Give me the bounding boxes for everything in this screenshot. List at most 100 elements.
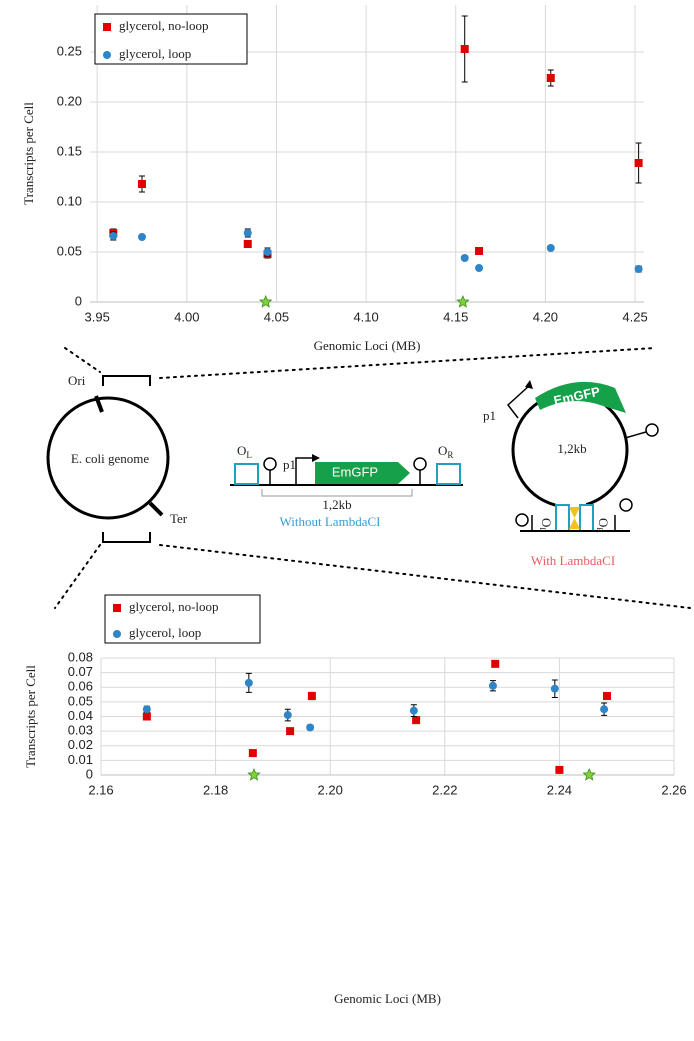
point — [491, 660, 499, 668]
point — [461, 45, 469, 53]
caption: Without LambdaCI — [280, 514, 381, 529]
x-tick-label: 4.25 — [622, 309, 647, 324]
x-tick-label: 4.20 — [533, 309, 558, 324]
y-tick-label: 0.05 — [68, 693, 93, 708]
size-label: 1,2kb — [557, 441, 586, 456]
genome-diagram: Ori E. coli genome Ter — [48, 373, 188, 542]
point — [263, 248, 271, 256]
point — [109, 232, 117, 240]
y-tick-label: 0.06 — [68, 679, 93, 694]
point — [600, 705, 608, 713]
point — [635, 265, 643, 273]
size-label: 1,2kb — [322, 497, 351, 512]
looped-construct: EmGFP p1 1,2kb OL OR With LambdaCI — [483, 380, 658, 568]
linear-construct: EmGFP p1 OL OR 1,2kb Without LambdaCI — [230, 443, 463, 529]
zoom-line — [55, 545, 100, 608]
y-tick-label: 0 — [75, 293, 82, 308]
point — [489, 682, 497, 690]
x-axis-title: Genomic Loci (MB) — [314, 338, 421, 353]
promoter-arrow — [312, 454, 320, 462]
y-tick-label: 0.08 — [68, 649, 93, 664]
gene-label: EmGFP — [332, 464, 378, 479]
operator-box — [235, 464, 258, 484]
operator-text: O — [539, 518, 554, 527]
y-tick-label: 0.20 — [57, 93, 82, 108]
y-tick-label: 0.15 — [57, 143, 82, 158]
point — [244, 229, 252, 237]
operator-label: OL — [237, 443, 252, 460]
operator-label: OR — [438, 443, 453, 460]
x-axis-title: Genomic Loci (MB) — [334, 991, 441, 1006]
size-bracket — [262, 489, 412, 496]
y-axis-title: Transcripts per Cell — [21, 102, 36, 205]
point — [547, 74, 555, 82]
point — [635, 159, 643, 167]
y-tick-label: 0.05 — [57, 243, 82, 258]
x-tick-label: 2.16 — [88, 782, 113, 797]
point — [244, 240, 252, 248]
operator-box — [437, 464, 460, 484]
x-tick-label: 2.20 — [318, 782, 343, 797]
point — [475, 264, 483, 272]
promoter-label: p1 — [283, 457, 296, 472]
terminator — [264, 458, 276, 470]
y-tick-label: 0.07 — [68, 664, 93, 679]
operator-sub: L — [246, 450, 252, 460]
operator-sub: R — [447, 450, 453, 460]
ori-label: Ori — [68, 373, 86, 388]
point — [284, 711, 292, 719]
operator-text: O — [237, 443, 246, 458]
legend-marker — [103, 23, 111, 31]
y-tick-label: 0.03 — [68, 723, 93, 738]
promoter-label: p1 — [483, 408, 496, 423]
x-tick-label: 4.10 — [353, 309, 378, 324]
legend-marker — [113, 604, 121, 612]
operator-text: O — [438, 443, 447, 458]
x-tick-label: 4.05 — [264, 309, 289, 324]
terminator — [620, 499, 632, 511]
point — [457, 296, 468, 307]
terminator — [646, 424, 658, 436]
point — [245, 679, 253, 687]
point — [475, 247, 483, 255]
x-tick-label: 4.15 — [443, 309, 468, 324]
y-tick-label: 0.25 — [57, 43, 82, 58]
operator-sub: R — [595, 527, 604, 533]
x-tick-label: 2.24 — [547, 782, 572, 797]
legend-marker — [103, 51, 111, 59]
operator-text: O — [596, 518, 611, 527]
point — [555, 766, 563, 774]
terminator — [414, 458, 426, 470]
operator-sub: L — [538, 527, 547, 532]
ter-tick — [150, 503, 162, 515]
point — [306, 723, 314, 731]
legend-label: glycerol, loop — [119, 46, 191, 61]
point — [260, 296, 271, 307]
point — [547, 244, 555, 252]
x-tick-label: 2.22 — [432, 782, 457, 797]
point — [248, 769, 259, 780]
point — [461, 254, 469, 262]
x-tick-label: 3.95 — [85, 309, 110, 324]
point — [143, 713, 151, 721]
x-tick-label: 4.00 — [174, 309, 199, 324]
zoom-line — [65, 348, 100, 372]
ter-label: Ter — [170, 511, 188, 526]
terminator — [516, 514, 528, 526]
point — [249, 749, 257, 757]
bracket — [103, 376, 150, 386]
y-tick-label: 0.04 — [68, 708, 93, 723]
point — [551, 685, 559, 693]
y-tick-label: 0.02 — [68, 737, 93, 752]
x-tick-label: 2.26 — [661, 782, 686, 797]
point — [143, 705, 151, 713]
promoter-arrow — [296, 458, 312, 485]
x-tick-label: 2.18 — [203, 782, 228, 797]
terminator — [625, 432, 646, 438]
legend-marker — [113, 630, 121, 638]
caption: With LambdaCI — [531, 553, 615, 568]
y-tick-label: 0.01 — [68, 752, 93, 767]
y-axis-title: Transcripts per Cell — [23, 665, 38, 768]
